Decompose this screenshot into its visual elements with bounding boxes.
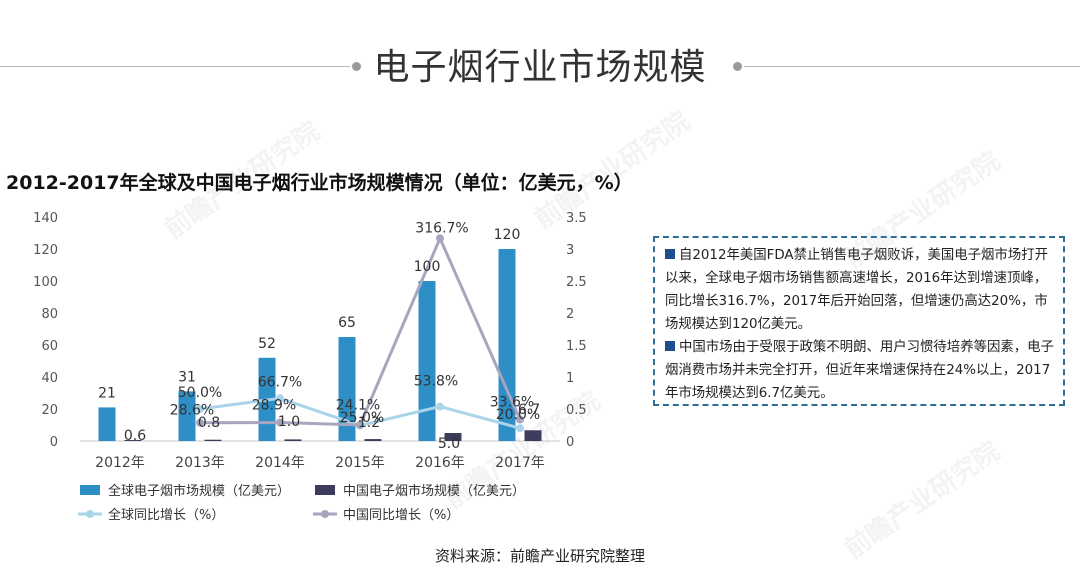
bar-value-label-global: 120 [494, 227, 521, 243]
bar-global [178, 391, 196, 441]
y-right-tick-label: 1 [566, 371, 574, 386]
line-value-label-china: 316.7% [415, 220, 468, 236]
y-left-tick-label: 120 [33, 243, 58, 258]
bar-value-label-global: 52 [258, 336, 276, 352]
bar-value-label-global: 31 [178, 369, 196, 385]
bar-china [284, 439, 302, 441]
line-value-label-global: 24.1% [336, 398, 380, 414]
x-tick-label: 2016年 [415, 455, 465, 471]
y-left-tick-label: 0 [50, 435, 58, 450]
y-right-tick-label: 0.5 [566, 403, 587, 418]
bar-china [444, 433, 462, 441]
line-point-global [196, 405, 204, 413]
legend-china-line-marker [321, 510, 329, 518]
legend-global-bar-swatch [80, 485, 100, 495]
page-title: 电子烟行业市场规模 [373, 47, 707, 88]
y-left-tick-label: 60 [41, 339, 58, 354]
bar-value-label-china: 6.7 [518, 402, 540, 418]
info-paragraph-global: 自2012年美国FDA禁止销售电子烟败诉，美国电子烟市场打开以来，全球电子烟市场… [665, 244, 1055, 336]
x-tick-label: 2012年 [95, 455, 145, 471]
info-text-china: 中国市场由于受限于政策不明朗、用户习惯待培养等因素，电子烟消费市场并未完全打开，… [665, 340, 1054, 401]
line-value-label-global: 53.8% [414, 374, 458, 390]
header-dot-right [733, 62, 742, 71]
line-value-label-china: 33.6% [490, 394, 534, 410]
bar-china [204, 439, 222, 441]
y-left-tick-label: 100 [33, 275, 58, 290]
x-tick-label: 2013年 [175, 455, 225, 471]
bar-global [418, 281, 436, 441]
line-point-china [436, 234, 444, 243]
chart: 0 20 40 60 80 100 120 140 0 0.5 1 1.5 2 2.5 3 3.5 2012年 2… [33, 211, 587, 523]
info-text-global: 自2012年美国FDA禁止销售电子烟败诉，美国电子烟市场打开以来，全球电子烟市场… [665, 248, 1048, 332]
bar-value-label-global: 21 [98, 385, 116, 401]
header-rule-left [0, 66, 350, 67]
bar-value-label-china: 1.2 [358, 415, 380, 431]
y-right-tick-label: 0 [566, 435, 574, 450]
bar-china [524, 430, 542, 441]
y-left-tick-label: 80 [41, 307, 58, 322]
line-point-china [356, 421, 364, 429]
legend-global-line-label: 全球同比增长（%） [108, 507, 224, 523]
line-value-label-china: 25.0% [340, 410, 384, 426]
bullet-square-icon [665, 341, 675, 351]
legend-china-bar-swatch [315, 485, 335, 495]
x-tick-label: 2014年 [255, 455, 305, 471]
line-point-global [516, 424, 524, 433]
header-dot-left [352, 62, 361, 71]
header-rule-right [744, 66, 1080, 67]
bar-value-label-china: 0.8 [198, 415, 220, 431]
bar-global [338, 337, 356, 441]
y-left-tick-label: 20 [41, 403, 58, 418]
legend-global-line-marker [86, 510, 94, 518]
bullet-square-icon [665, 249, 675, 259]
legend-china-bar-label: 中国电子烟市场规模（亿美元） [343, 483, 525, 499]
y-right-tick-label: 1.5 [566, 339, 587, 354]
legend-global-bar-label: 全球电子烟市场规模（亿美元） [108, 483, 290, 499]
bar-value-label-china: 1.0 [278, 414, 300, 430]
bar-china [364, 439, 382, 441]
legend-china-line-label: 中国同比增长（%） [343, 508, 459, 523]
bar-global [98, 407, 116, 441]
y-right-tick-label: 3.5 [566, 211, 587, 226]
y-left-tick-label: 40 [41, 371, 58, 386]
line-value-label-china: 28.9% [252, 398, 296, 414]
bar-value-label-china: 5.0 [438, 436, 460, 452]
bar-value-label-global: 65 [338, 315, 356, 331]
y-left-tick-label: 140 [33, 211, 58, 226]
info-paragraph-china: 中国市场由于受限于政策不明朗、用户习惯待培养等因素，电子烟消费市场并未完全打开，… [665, 336, 1055, 405]
line-value-label-china: 28.6% [170, 403, 214, 419]
info-box: 自2012年美国FDA禁止销售电子烟败诉，美国电子烟市场打开以来，全球电子烟市场… [653, 236, 1065, 406]
x-tick-label: 2017年 [495, 455, 545, 471]
line-value-label-global: 20.0% [496, 407, 540, 423]
line-point-china [276, 418, 284, 427]
bar-value-label-global: 100 [414, 259, 441, 275]
line-point-china [196, 418, 204, 427]
bar-global [498, 249, 516, 441]
source-note: 资料来源：前瞻产业研究院整理 [434, 547, 645, 565]
line-value-label-global: 50.0% [178, 385, 222, 401]
line-point-global [436, 402, 444, 411]
x-tick-label: 2015年 [335, 455, 385, 471]
y-right-tick-label: 2.5 [566, 275, 587, 290]
y-right-tick-label: 3 [566, 243, 574, 258]
bar-china [124, 440, 142, 441]
y-right-tick-label: 2 [566, 307, 574, 322]
line-point-global [276, 394, 284, 403]
chart-title: 2012-2017年全球及中国电子烟行业市场规模情况（单位：亿美元，%） [6, 172, 633, 194]
bar-value-label-china: 0.6 [124, 428, 146, 444]
line-point-china [516, 415, 524, 424]
line-value-label-global: 66.7% [258, 374, 302, 390]
